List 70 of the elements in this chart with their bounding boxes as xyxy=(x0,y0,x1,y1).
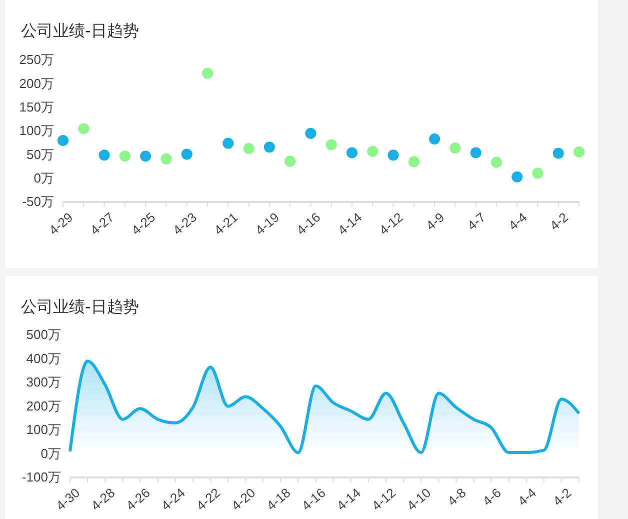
x-tick-label: 4-28 xyxy=(88,485,118,514)
x-tick-label: 4-22 xyxy=(193,485,224,514)
point xyxy=(58,134,68,146)
y-tick-label: 200万 xyxy=(19,76,54,91)
point xyxy=(119,150,130,162)
point xyxy=(388,150,399,161)
x-tick-label: 4-9 xyxy=(423,210,448,234)
point xyxy=(512,171,523,182)
point xyxy=(264,142,275,153)
point xyxy=(181,148,192,160)
y-tick-label: -100万 xyxy=(22,470,61,485)
point xyxy=(243,143,254,154)
x-tick-label: 4-16 xyxy=(294,210,324,238)
point xyxy=(574,146,584,158)
x-tick-label: 4-12 xyxy=(376,210,406,238)
x-tick-label: 4-26 xyxy=(123,485,153,514)
x-tick-label: 4-25 xyxy=(128,210,158,238)
x-tick-label: 4-19 xyxy=(252,210,282,238)
point xyxy=(284,156,296,167)
point xyxy=(532,168,544,179)
y-tick-label: 100万 xyxy=(26,422,61,438)
chart-title: 公司业绩-日趋势 xyxy=(21,21,139,40)
point xyxy=(552,148,564,159)
x-tick-label: 4-27 xyxy=(87,210,117,238)
x-tick-label: 4-30 xyxy=(53,485,83,514)
y-tick-label: 0万 xyxy=(40,446,61,461)
x-tick-label: 4-4 xyxy=(514,485,539,509)
y-tick-label: 300万 xyxy=(26,374,61,390)
point xyxy=(222,138,234,149)
x-tick-label: 4-4 xyxy=(506,210,530,234)
x-tick-label: 4-24 xyxy=(158,485,188,514)
point xyxy=(202,68,213,79)
y-tick-label: 150万 xyxy=(19,99,54,114)
y-tick-label: 100万 xyxy=(19,123,54,138)
point xyxy=(140,150,152,162)
point xyxy=(305,128,316,139)
y-tick-label: 200万 xyxy=(26,398,61,414)
point xyxy=(367,146,378,157)
y-tick-label: 250万 xyxy=(19,52,54,68)
point xyxy=(326,139,337,150)
x-tick-label: 4-7 xyxy=(464,210,488,234)
x-tick-label: 4-2 xyxy=(546,210,571,234)
point xyxy=(429,134,440,145)
y-tick-label: 500万 xyxy=(26,327,61,342)
x-tick-label: 4-8 xyxy=(444,485,469,509)
point xyxy=(78,123,90,134)
y-tick-label: 50万 xyxy=(26,146,54,162)
point xyxy=(490,156,502,168)
y-tick-label: 0万 xyxy=(34,170,54,186)
x-tick-label: 4-14 xyxy=(334,485,364,514)
y-tick-label: -50万 xyxy=(22,194,54,210)
x-tick-label: 4-12 xyxy=(368,485,399,514)
point xyxy=(98,150,110,161)
x-tick-label: 4-29 xyxy=(46,210,76,238)
point xyxy=(160,153,172,164)
x-tick-label: 4-18 xyxy=(264,485,294,514)
x-tick-label: 4-2 xyxy=(550,485,574,509)
x-tick-label: 4-16 xyxy=(298,485,328,514)
x-tick-label: 4-10 xyxy=(404,485,434,514)
point xyxy=(346,147,358,158)
x-tick-label: 4-21 xyxy=(211,210,241,238)
x-tick-label: 4-14 xyxy=(334,210,365,238)
chart-title: 公司业绩-日趋势 xyxy=(21,297,139,316)
x-tick-label: 4-6 xyxy=(480,485,504,509)
x-tick-label: 4-23 xyxy=(170,210,200,238)
point xyxy=(450,142,461,154)
x-tick-label: 4-20 xyxy=(228,485,258,514)
point xyxy=(470,147,482,158)
point xyxy=(408,156,420,168)
y-tick-label: 400万 xyxy=(26,350,61,366)
